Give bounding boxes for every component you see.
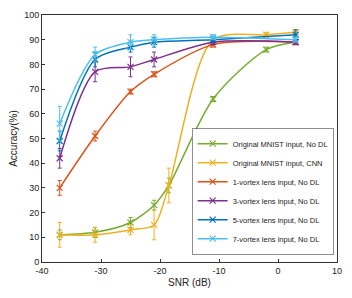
- svg-text:90: 90: [29, 35, 39, 45]
- svg-text:1-vortex lens input, No DL: 1-vortex lens input, No DL: [233, 178, 320, 187]
- svg-text:0: 0: [34, 257, 39, 267]
- svg-text:-20: -20: [153, 266, 166, 276]
- svg-text:3-vortex lens input, No DL: 3-vortex lens input, No DL: [233, 197, 320, 206]
- svg-text:-10: -10: [212, 266, 225, 276]
- svg-text:0: 0: [275, 266, 280, 276]
- svg-text:100: 100: [24, 10, 39, 20]
- svg-text:10: 10: [29, 232, 39, 242]
- svg-text:40: 40: [29, 158, 39, 168]
- svg-text:5-vortex lens input, No DL: 5-vortex lens input, No DL: [233, 216, 320, 225]
- svg-text:10: 10: [332, 266, 342, 276]
- svg-text:80: 80: [29, 60, 39, 70]
- svg-text:60: 60: [29, 109, 39, 119]
- svg-text:70: 70: [29, 84, 39, 94]
- svg-text:50: 50: [29, 134, 39, 144]
- svg-text:30: 30: [29, 183, 39, 193]
- svg-text:-40: -40: [35, 266, 48, 276]
- svg-text:20: 20: [29, 208, 39, 218]
- svg-text:7-vortex lens input, No DL: 7-vortex lens input, No DL: [233, 235, 320, 244]
- svg-text:SNR (dB): SNR (dB): [168, 277, 211, 288]
- svg-text:-30: -30: [94, 266, 107, 276]
- svg-text:Original MNIST input, No DL: Original MNIST input, No DL: [233, 140, 328, 149]
- svg-text:Original MNIST input, CNN: Original MNIST input, CNN: [233, 159, 323, 168]
- svg-text:Accuracy(%): Accuracy(%): [8, 110, 19, 167]
